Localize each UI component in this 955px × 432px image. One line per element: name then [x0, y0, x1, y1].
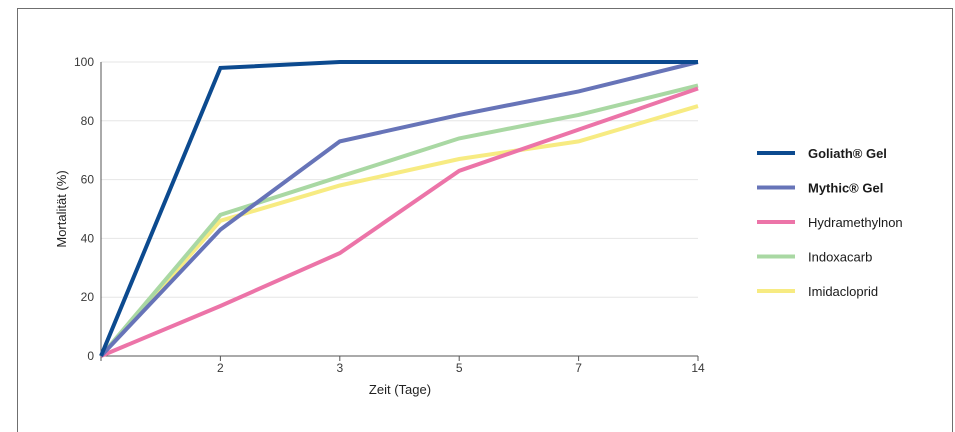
legend-label-mythic-gel: Mythic® Gel: [808, 181, 883, 196]
legend: Goliath® Gel Mythic® Gel Hydramethylnon Ind…: [757, 146, 903, 299]
chart-frame: [17, 8, 953, 432]
y-tick-label-20: 20: [81, 290, 95, 304]
axes: [100, 62, 699, 361]
series-line-imidacloprid: [99, 104, 699, 358]
x-tick-label-5: 5: [456, 361, 463, 375]
legend-label-imidacloprid: Imidacloprid: [808, 284, 878, 299]
y-tick-label-60: 60: [81, 173, 95, 187]
series-lines: [99, 60, 699, 358]
series-line-indoxacarb: [99, 83, 699, 358]
x-tick-label-2: 2: [217, 361, 224, 375]
legend-label-hydramethylnon: Hydramethylnon: [808, 215, 903, 230]
legend-label-indoxacarb: Indoxacarb: [808, 250, 872, 265]
series-line-hydramethylnon: [100, 86, 699, 358]
y-tick-label-80: 80: [81, 114, 95, 128]
legend-label-goliath-gel: Goliath® Gel: [808, 146, 887, 161]
x-tick-label-7: 7: [575, 361, 582, 375]
y-tick-label-100: 100: [74, 55, 94, 69]
series-line-mythic-gel: [99, 60, 699, 358]
x-tick-label-3: 3: [336, 361, 343, 375]
y-tick-label-0: 0: [87, 349, 94, 363]
x-axis-title: Zeit (Tage): [369, 382, 431, 397]
x-tick-labels: 2 3 5 7 14: [217, 361, 705, 375]
y-tick-labels: 0 20 40 60 80 100: [74, 55, 94, 363]
y-axis-title: Mortalität (%): [54, 170, 69, 247]
series-line-goliath-gel: [99, 60, 698, 357]
y-tick-label-40: 40: [81, 231, 95, 245]
x-tick-label-14: 14: [691, 361, 705, 375]
